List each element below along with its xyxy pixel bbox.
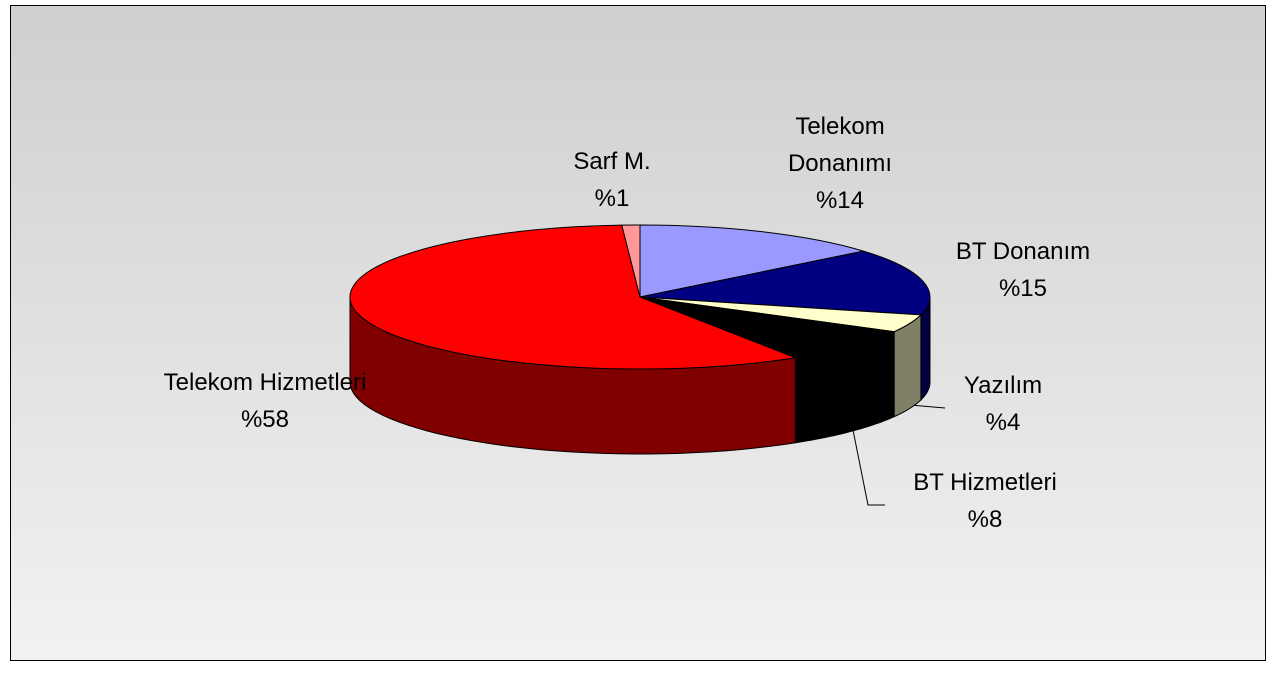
category-label: Sarf M.	[573, 148, 651, 175]
value-label: %8	[967, 506, 1003, 533]
value-label: %15	[998, 275, 1048, 302]
value-label: %4	[985, 409, 1021, 436]
leader-line	[909, 404, 946, 409]
pie-slice	[639, 224, 864, 298]
pie-sides	[349, 296, 931, 455]
category-label: BT Hizmetleri	[913, 469, 1057, 496]
data-label: Yazılım %4	[933, 367, 1073, 441]
pie-slice	[639, 296, 896, 359]
pie-slice	[349, 224, 798, 370]
category-label: Yazılım	[963, 372, 1043, 399]
value-label: %14	[815, 187, 865, 214]
value-label: %58	[240, 406, 290, 433]
leader-line	[852, 429, 885, 506]
data-label: Sarf M. %1	[557, 143, 667, 217]
category-label: BT Donanım	[955, 238, 1091, 265]
category-label: Telekom Donanımı	[787, 113, 893, 177]
data-label: Telekom Donanımı %14	[770, 108, 910, 219]
value-label: %1	[594, 185, 630, 212]
data-label: Telekom Hizmetleri %58	[160, 364, 370, 438]
data-label: BT Donanım %15	[923, 233, 1123, 307]
category-label: Telekom Hizmetleri	[163, 369, 367, 396]
data-label: BT Hizmetleri %8	[875, 464, 1095, 538]
pie-slice	[639, 250, 931, 316]
pie-slice	[621, 224, 641, 298]
